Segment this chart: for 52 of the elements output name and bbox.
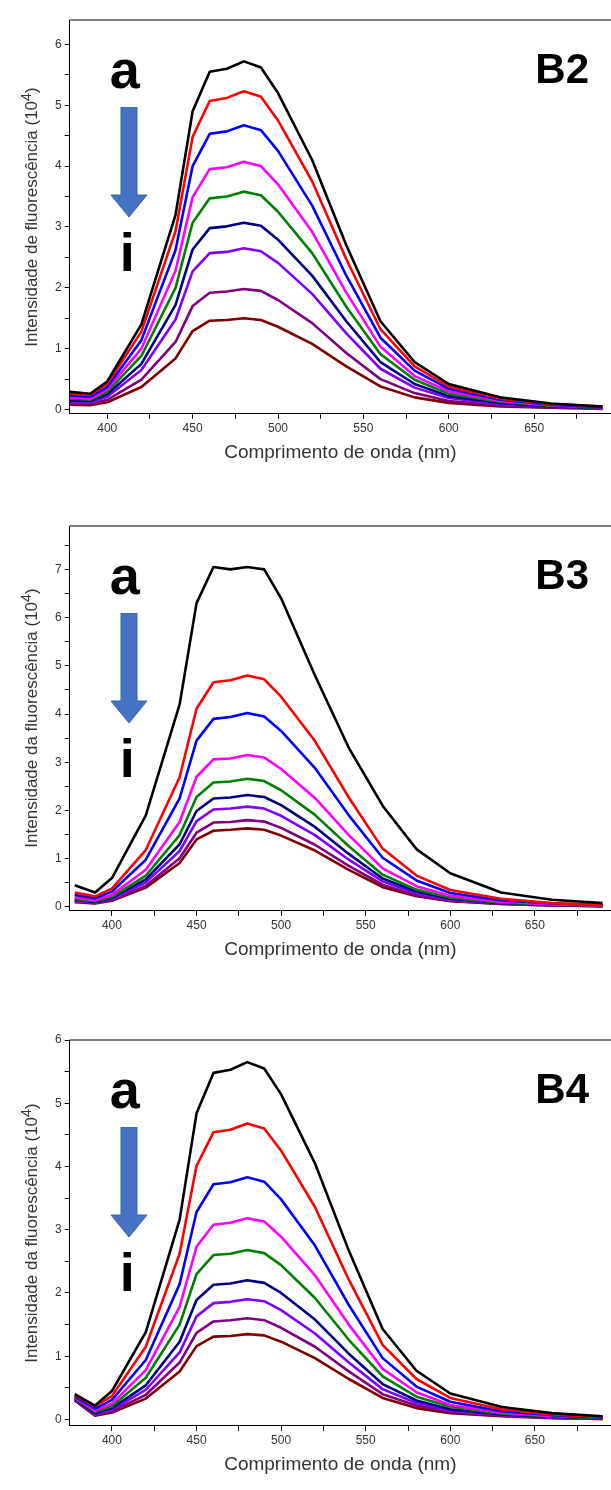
y-tick-label: 3 xyxy=(54,754,62,769)
y-tick-label: 0 xyxy=(54,1411,62,1426)
y-tick-label: 1 xyxy=(54,340,62,355)
y-tick-label: 7 xyxy=(54,561,62,576)
annotation: i xyxy=(119,728,135,788)
y-tick-label: 4 xyxy=(54,1158,62,1173)
y-tick-label: 6 xyxy=(54,609,62,624)
y-tick-label: 3 xyxy=(54,219,62,234)
text: B2 xyxy=(535,45,589,92)
x-tick-label: 650 xyxy=(524,918,546,933)
y-tick-label: 2 xyxy=(54,802,62,817)
x-tick-label: 550 xyxy=(355,1433,377,1448)
x-tick-label: 450 xyxy=(186,1433,207,1448)
x-tick-label: 650 xyxy=(524,1433,546,1448)
text: B4 xyxy=(535,1065,589,1112)
y-tick-label: 6 xyxy=(54,1032,62,1047)
x-tick-label: 400 xyxy=(97,421,118,436)
y-tick-label: 0 xyxy=(54,401,62,416)
x-tick-label: 500 xyxy=(271,1433,292,1448)
x-tick-label: 600 xyxy=(438,421,460,436)
annotation: i xyxy=(119,1242,135,1302)
annotation: i xyxy=(119,222,135,282)
y-tick-label: 1 xyxy=(54,1348,62,1363)
y-tick-label: 4 xyxy=(54,706,62,721)
annotation: a xyxy=(109,39,140,99)
y-tick-label: 4 xyxy=(54,158,62,173)
y-tick-label: 5 xyxy=(54,658,62,673)
x-axis-title: Comprimento de onda (nm) xyxy=(224,440,457,462)
annotation: a xyxy=(109,545,140,605)
x-tick-label: 400 xyxy=(101,1433,123,1448)
y-tick-label: 5 xyxy=(54,97,62,112)
y-tick-label: 1 xyxy=(54,851,62,866)
x-axis-title: Comprimento de onda (nm) xyxy=(224,1452,457,1474)
x-axis-title: Comprimento de onda (nm) xyxy=(224,937,457,959)
y-tick-label: 0 xyxy=(54,899,62,914)
annotation: a xyxy=(109,1059,140,1119)
x-tick-label: 450 xyxy=(186,918,207,933)
x-tick-label: 550 xyxy=(355,918,377,933)
y-tick-label: 2 xyxy=(54,280,62,295)
x-tick-label: 500 xyxy=(271,918,292,933)
y-tick-label: 6 xyxy=(54,36,62,51)
x-tick-label: 600 xyxy=(440,1433,461,1448)
x-tick-label: 600 xyxy=(440,918,461,933)
x-tick-label: 400 xyxy=(101,918,123,933)
x-tick-label: 500 xyxy=(267,421,289,436)
x-tick-label: 550 xyxy=(353,421,374,436)
y-tick-label: 3 xyxy=(54,1222,62,1237)
y-tick-label: 5 xyxy=(54,1095,62,1110)
y-tick-label: 2 xyxy=(54,1285,62,1300)
text: B3 xyxy=(535,551,589,598)
x-tick-label: 650 xyxy=(524,421,545,436)
x-tick-label: 450 xyxy=(182,421,203,436)
